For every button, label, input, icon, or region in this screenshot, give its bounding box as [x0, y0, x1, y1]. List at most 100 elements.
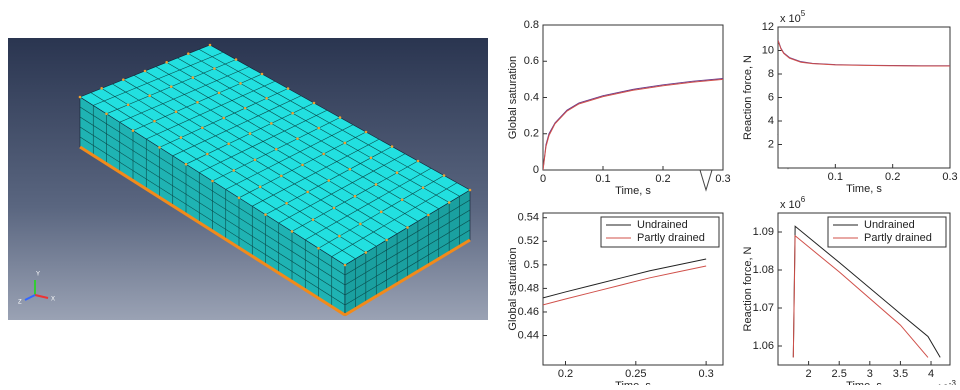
mesh-node	[209, 44, 212, 47]
mesh-node	[238, 197, 241, 200]
mesh-node	[406, 226, 409, 229]
mesh-node	[206, 153, 209, 156]
x-tick-label: 0.1	[595, 173, 610, 185]
x-tick-label: 0.2	[558, 368, 573, 380]
y-tick-label: 1.06	[753, 340, 774, 352]
y-tick-label: 0.4	[524, 91, 539, 103]
x-tick-label: 0.2	[885, 171, 900, 183]
mesh-node	[232, 169, 235, 172]
mesh-node	[227, 143, 230, 146]
y-axis-label: Reaction force, N	[742, 246, 754, 331]
x-tick-label: 0.25	[625, 368, 646, 380]
y-tick-label: 12	[762, 21, 774, 33]
chart: 22.533.541.061.071.081.09Time, sReaction…	[742, 195, 957, 385]
mesh-node	[165, 61, 168, 64]
mesh-node	[359, 223, 362, 226]
y-axis-label: Global saturation	[507, 247, 519, 330]
plot-area	[778, 27, 950, 168]
mesh-node	[448, 201, 451, 204]
mesh-node	[306, 191, 309, 194]
legend-label: Partly drained	[864, 232, 932, 244]
mesh-node	[365, 131, 368, 134]
mesh-node	[264, 213, 267, 216]
mesh-node	[201, 126, 204, 129]
mesh-node	[322, 153, 325, 156]
mesh-node	[443, 174, 446, 177]
mesh-node	[185, 163, 188, 166]
y-tick-label: 4	[768, 115, 774, 127]
y-tick-label: 0.44	[518, 329, 539, 341]
triad-label: Z	[18, 300, 22, 306]
mesh-node	[285, 202, 288, 205]
x-tick-label: 0.2	[655, 173, 670, 185]
mesh-node	[338, 235, 341, 238]
y-tick-label: 6	[768, 91, 774, 103]
multiplier-base: x 10	[780, 13, 801, 25]
y-tick-label: 0.48	[518, 282, 539, 294]
mesh-node	[370, 157, 373, 160]
y-tick-label: 1.08	[753, 264, 774, 276]
mesh-node	[469, 189, 472, 192]
y-tick-label: 0.46	[518, 306, 539, 318]
chart: 00.10.20.300.20.40.60.8Time, sGlobal sat…	[507, 19, 731, 197]
mesh-node	[235, 58, 238, 61]
x-axis-label: Time, s	[615, 380, 651, 385]
mesh-node	[254, 159, 257, 162]
x-tick-label: 0.3	[942, 171, 957, 183]
mesh-node	[354, 195, 357, 198]
mesh-node	[144, 70, 147, 73]
x-tick-label: 3	[867, 368, 873, 380]
y-tick-label: 0.2	[524, 128, 539, 140]
mesh-node	[317, 247, 320, 250]
y-tick-label: 0.8	[524, 19, 539, 31]
mesh-node	[213, 67, 216, 70]
y-tick-label: 0	[533, 164, 539, 176]
legend-label: Undrained	[637, 219, 688, 231]
y-axis-label: Global saturation	[507, 56, 519, 139]
mesh-node	[417, 160, 420, 163]
mesh-node	[287, 87, 290, 90]
mesh-node	[401, 198, 404, 201]
x-tick-label: 0.3	[715, 173, 730, 185]
mesh-node	[192, 76, 195, 79]
y-tick-label: 1.07	[753, 302, 774, 314]
axis-multiplier: x 106	[780, 195, 806, 211]
y-tick-label: 0.6	[524, 55, 539, 67]
mesh-node	[339, 116, 342, 119]
mesh-node	[317, 127, 320, 130]
mesh-node	[291, 230, 294, 233]
mesh-node	[385, 239, 388, 242]
mesh-node	[313, 102, 316, 105]
y-tick-label: 1.09	[753, 226, 774, 238]
mesh-node	[422, 186, 425, 189]
mesh-node	[344, 264, 347, 267]
mesh-node	[122, 78, 125, 81]
axis-multiplier: x 105	[780, 9, 806, 25]
mesh-node	[79, 96, 82, 99]
mesh-node	[327, 179, 330, 182]
mesh-node	[270, 122, 273, 125]
mesh-node	[349, 168, 352, 171]
mesh-node	[127, 103, 130, 106]
mesh-node	[239, 82, 242, 85]
plot-area	[543, 25, 723, 170]
mesh-node	[396, 171, 399, 174]
multiplier-exponent: 5	[801, 9, 806, 18]
y-tick-label: 10	[762, 44, 774, 56]
mesh-node	[249, 132, 252, 135]
mesh-node	[301, 164, 304, 167]
legend-label: Partly drained	[637, 232, 705, 244]
x-tick-label: 0	[540, 173, 546, 185]
figure: Y X Z 00.10.20.300.20.40.60.8Time, sGlob…	[0, 0, 960, 385]
mesh-node	[170, 85, 173, 88]
mesh-node	[153, 120, 156, 123]
mesh-node	[333, 207, 336, 210]
mesh-node	[427, 214, 430, 217]
mesh-node	[259, 186, 262, 189]
x-tick-label: 0.3	[698, 368, 713, 380]
mesh-node	[365, 251, 368, 254]
x-axis-label: Time, s	[846, 380, 882, 385]
axis-multiplier: x 10-3	[928, 379, 956, 385]
mesh-node	[180, 136, 183, 139]
mesh-node	[211, 180, 214, 183]
